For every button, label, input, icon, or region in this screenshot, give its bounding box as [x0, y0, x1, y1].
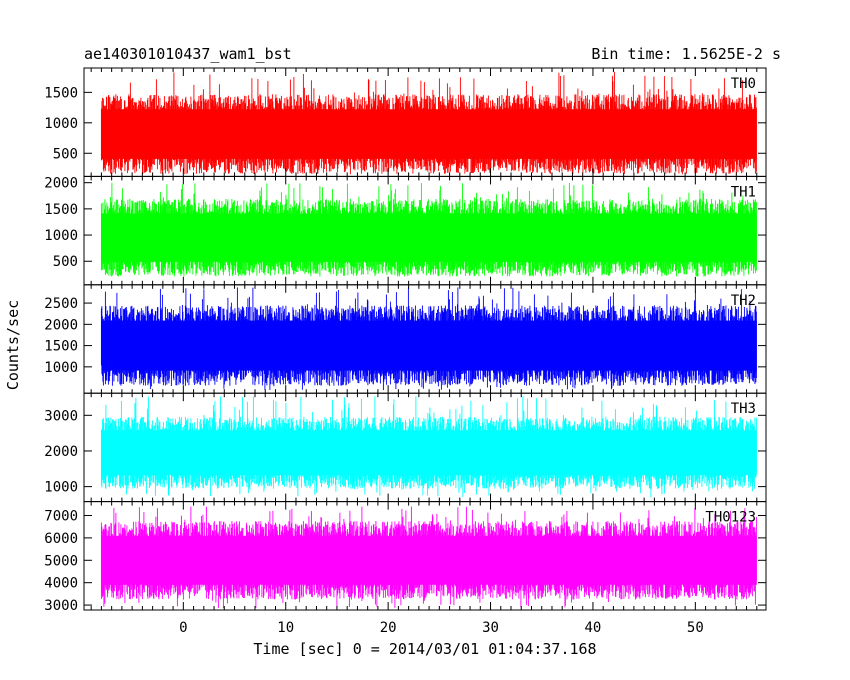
panel-th0123: 3000 4000 5000 6000 7000 TH0123: [44, 501, 767, 614]
panel-th2: 1000 1500 2000 2500 TH2: [44, 284, 767, 394]
y-tick-label: 1500: [44, 85, 78, 101]
y-tick-label: 2000: [44, 176, 78, 192]
y-tick-label: 2500: [44, 296, 78, 312]
panel-label-th0123: TH0123: [705, 510, 756, 526]
y-tick-label: 500: [53, 146, 78, 162]
y-tick-label: 1500: [44, 339, 78, 355]
panel-frame: [83, 501, 767, 611]
x-tick-label: 40: [585, 620, 602, 636]
y-tick-label: 3000: [44, 408, 78, 424]
y-tick-label: 1000: [44, 480, 78, 496]
x-tick-label: 10: [277, 620, 294, 636]
y-tick-label: 2000: [44, 444, 78, 460]
y-tick-label: 6000: [44, 531, 78, 547]
header-title: ae140301010437_wam1_bst: [84, 45, 292, 63]
series-th1: [100, 182, 757, 277]
y-tick-label: 4000: [44, 576, 78, 592]
x-tick-label: 0: [179, 620, 187, 636]
panel-label-th1: TH1: [731, 184, 756, 200]
x-tick-label: 50: [687, 620, 704, 636]
y-tick-label: 500: [53, 254, 78, 270]
y-tick-label: 1000: [44, 360, 78, 376]
panel-th1: 500 1000 1500 2000 TH1: [44, 176, 767, 286]
y-tick-label: 2000: [44, 317, 78, 333]
series-th3: [100, 396, 757, 498]
panel-label-th0: TH0: [731, 76, 756, 92]
y-tick-label: 7000: [44, 508, 78, 524]
y-tick-label: 1000: [44, 116, 78, 132]
x-axis-label: Time [sec] 0 = 2014/03/01 01:04:37.168: [253, 640, 596, 658]
panels: 500 1000 1500 TH0 500 1000 1500 2000 TH1 1000 1500…: [44, 67, 767, 614]
series-th2: [100, 287, 757, 391]
panel-th0: 500 1000 1500 TH0: [44, 67, 767, 177]
x-tick-labels: 0 10 20 30 40 50: [179, 620, 704, 636]
y-tick-label: 3000: [44, 598, 78, 614]
y-axis-label: Counts/sec: [4, 300, 22, 390]
x-tick-label: 20: [380, 620, 397, 636]
series-th0123: [100, 506, 757, 609]
series-th0: [100, 71, 757, 175]
panel-label-th2: TH2: [731, 293, 756, 309]
y-tick-label: 5000: [44, 553, 78, 569]
panel-label-th3: TH3: [731, 401, 756, 417]
panel-th3: 1000 2000 3000 TH3: [44, 392, 767, 503]
header-bin-time: Bin time: 1.5625E-2 s: [591, 45, 781, 63]
y-tick-label: 1000: [44, 228, 78, 244]
x-tick-label: 30: [482, 620, 499, 636]
y-tick-label: 1500: [44, 202, 78, 218]
